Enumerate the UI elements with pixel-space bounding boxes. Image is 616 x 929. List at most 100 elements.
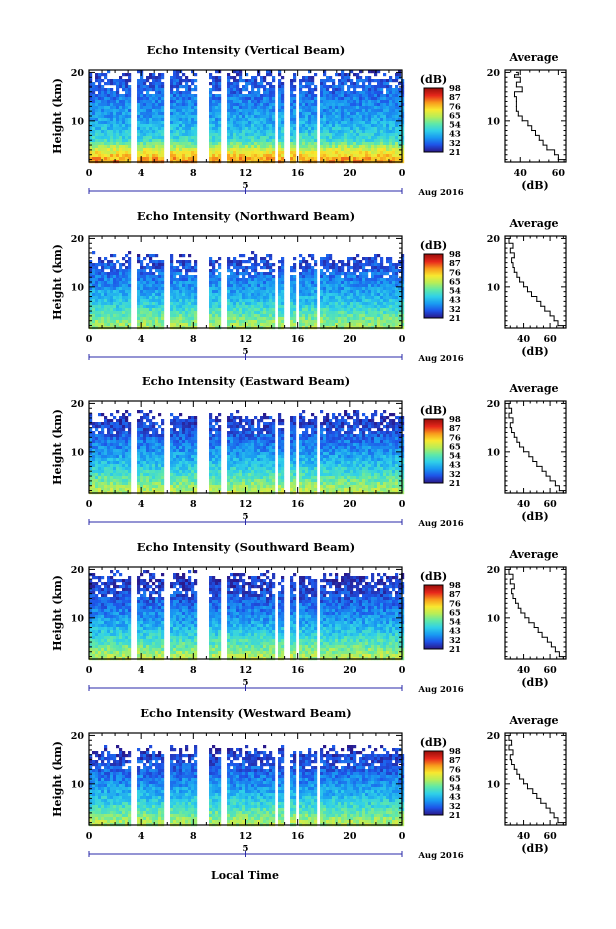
heatmap-cell [230,269,234,273]
heatmap-cell [341,133,345,137]
heatmap-cell [338,97,342,101]
heatmap-cell [143,106,147,110]
heatmap-cell [371,308,375,312]
heatmap-cell [98,130,102,134]
heatmap-cell [341,88,345,92]
heatmap-cell [398,106,402,110]
heatmap-cell [116,124,120,128]
heatmap-cell [170,296,174,300]
heatmap-cell [347,106,351,110]
heatmap-cell [386,302,390,306]
heatmap-cell [137,94,141,98]
heatmap-cell [377,106,381,110]
heatmap-cell [179,82,183,86]
heatmap-cell [389,85,393,89]
heatmap-cell [299,260,303,264]
heatmap-cell [302,323,306,327]
heatmap-cell [95,287,99,291]
heatmap-cell [140,293,144,297]
heatmap-cell [257,124,261,128]
heatmap-cell [101,130,105,134]
heatmap-cell [389,311,393,315]
heatmap-cell [314,299,318,303]
heatmap-cell [110,287,114,291]
heatmap-cell [374,260,378,264]
heatmap-cell [116,106,120,110]
colorbar-segment [424,128,443,130]
heatmap-cell [257,311,261,315]
heatmap-cell [170,299,174,303]
heatmap-cell [323,154,327,158]
heatmap-cell [161,136,165,140]
heatmap-cell [380,100,384,104]
heatmap-cell [311,130,315,134]
heatmap-cell [368,127,372,131]
heatmap-cell [128,275,132,279]
heatmap-cell [392,124,396,128]
heatmap-cell [251,263,255,267]
heatmap-cell [152,302,156,306]
heatmap-cell [158,127,162,131]
heatmap-cell [152,275,156,279]
heatmap-cell [320,139,324,143]
heatmap-cell [218,79,222,83]
heatmap-cell [194,323,198,327]
heatmap-cell [122,115,126,119]
heatmap-cell [188,127,192,131]
heatmap-cell [218,85,222,89]
heatmap-cell [329,278,333,282]
heatmap-cell [170,97,174,101]
heatmap-cell [383,317,387,321]
heatmap-cell [260,311,264,315]
heatmap-cell [194,127,198,131]
heatmap-cell [314,133,318,137]
heatmap-cell [191,157,195,161]
colorbar-segment [424,305,443,307]
heatmap-cell [365,290,369,294]
heatmap-cell [110,139,114,143]
heatmap-cell [272,275,276,279]
heatmap-cell [233,115,237,119]
colorbar-segment [424,142,443,144]
heatmap-cell [269,148,273,152]
heatmap-cell [89,302,93,306]
heatmap-cell [98,302,102,306]
heatmap-cell [395,133,399,137]
colorbar-segment [424,150,443,152]
heatmap-cell [254,287,258,291]
heatmap-cell [98,275,102,279]
heatmap-cell [266,115,270,119]
heatmap-cell [170,76,174,80]
heatmap-cell [260,320,264,324]
heatmap-cell [263,127,267,131]
heatmap-cell [260,293,264,297]
x-tick-label: 4 [138,168,145,179]
heatmap-cell [218,76,222,80]
heatmap-cell [215,127,219,131]
heatmap-cell [374,85,378,89]
heatmap-cell [359,79,363,83]
heatmap-cell [305,130,309,134]
heatmap-cell [338,118,342,122]
heatmap-cell [113,148,117,152]
x-tick-label: 0 [399,168,406,179]
heatmap-cell [344,290,348,294]
heatmap-cell [182,263,186,267]
heatmap-cell [371,320,375,324]
heatmap-cell [209,109,213,113]
heatmap-cell [227,94,231,98]
heatmap-cell [215,79,219,83]
heatmap-cell [338,109,342,113]
heatmap-cell [152,287,156,291]
heatmap-cell [170,142,174,146]
heatmap-cell [104,299,108,303]
x-tick-label: 16 [291,168,305,179]
heatmap-cell [338,88,342,92]
heatmap-cell [332,100,336,104]
heatmap-cell [392,136,396,140]
heatmap-cell [323,70,327,74]
heatmap-cell [326,320,330,324]
heatmap-cell [89,112,93,116]
heatmap-cell [395,302,399,306]
heatmap-cell [158,157,162,161]
